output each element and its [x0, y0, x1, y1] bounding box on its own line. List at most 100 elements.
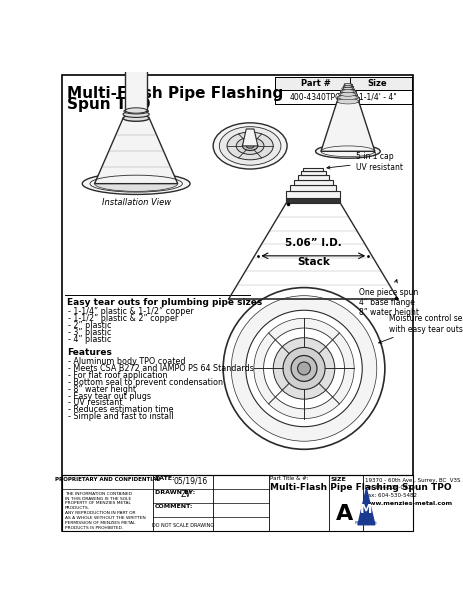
Text: 400-4340TPO: 400-4340TPO — [289, 93, 341, 102]
Text: Spun TPO: Spun TPO — [67, 97, 150, 112]
Text: 05/19/16: 05/19/16 — [173, 476, 207, 485]
Text: PROPRIETARY AND CONFIDENTIAL: PROPRIETARY AND CONFIDENTIAL — [55, 477, 160, 482]
Bar — [337, 97, 358, 101]
Bar — [341, 89, 353, 91]
Text: Easy tear outs for plumbing pipe sizes: Easy tear outs for plumbing pipe sizes — [67, 298, 262, 307]
Text: - Bottom seal to prevent condensation: - Bottom seal to prevent condensation — [68, 377, 223, 386]
Text: Installation View: Installation View — [101, 197, 170, 206]
Ellipse shape — [245, 310, 362, 427]
Text: 1-1/4' - 4": 1-1/4' - 4" — [358, 93, 395, 102]
Text: DO NOT SCALE DRAWING: DO NOT SCALE DRAWING — [152, 523, 214, 528]
Bar — [343, 86, 352, 89]
Ellipse shape — [231, 296, 376, 441]
Ellipse shape — [339, 92, 355, 96]
Text: 19370 - 60th Ave., Surrey, BC  V3S 3M2: 19370 - 60th Ave., Surrey, BC V3S 3M2 — [364, 478, 463, 483]
Text: SIZE: SIZE — [330, 477, 345, 482]
Bar — [337, 100, 358, 102]
Text: - Simple and fast to install: - Simple and fast to install — [68, 412, 174, 421]
Ellipse shape — [246, 143, 253, 148]
Text: Multi-Flash Pipe Flashing: Multi-Flash Pipe Flashing — [67, 86, 282, 101]
Ellipse shape — [125, 108, 147, 113]
Text: DRAWN BY:: DRAWN BY: — [154, 490, 194, 495]
Ellipse shape — [343, 88, 352, 90]
Text: One piece spun
4” base flange
8” water height: One piece spun 4” base flange 8” water h… — [359, 280, 419, 317]
Ellipse shape — [219, 127, 280, 165]
Ellipse shape — [124, 109, 148, 114]
Text: - Meets CSA B272 and IAMPO PS 64 Standards: - Meets CSA B272 and IAMPO PS 64 Standar… — [68, 364, 254, 373]
Text: Ph: 604-530-0712: Ph: 604-530-0712 — [364, 485, 413, 490]
Ellipse shape — [337, 95, 358, 100]
Text: Part Title & #:: Part Title & #: — [269, 476, 308, 481]
Ellipse shape — [263, 328, 344, 409]
Text: Moisture control seal
with easy tear outs: Moisture control seal with easy tear out… — [378, 314, 463, 343]
Bar — [294, 180, 332, 185]
Ellipse shape — [82, 173, 190, 194]
Bar — [274, 77, 411, 91]
Text: ZV: ZV — [181, 490, 191, 499]
Ellipse shape — [213, 123, 287, 169]
Bar — [286, 198, 339, 203]
Text: www.menzies-metal.com: www.menzies-metal.com — [364, 501, 452, 506]
Text: - UV resistant: - UV resistant — [68, 398, 123, 407]
Text: - For flat roof application: - For flat roof application — [68, 371, 168, 380]
Text: - 2” plastic: - 2” plastic — [68, 321, 112, 330]
Text: COMMENT:: COMMENT: — [154, 504, 193, 509]
Polygon shape — [320, 101, 374, 151]
Text: DATE:: DATE: — [154, 476, 175, 481]
Bar — [286, 191, 339, 198]
Text: Multi-Flash Pipe Flashing Spun TPO: Multi-Flash Pipe Flashing Spun TPO — [269, 483, 451, 492]
Text: Stack: Stack — [296, 257, 329, 268]
Ellipse shape — [338, 95, 357, 100]
Text: 5.06” I.D.: 5.06” I.D. — [284, 238, 341, 248]
Polygon shape — [357, 488, 374, 525]
Text: Features: Features — [67, 347, 112, 356]
Bar — [62, 475, 413, 531]
Ellipse shape — [226, 132, 273, 160]
Text: - Easy tear out plugs: - Easy tear out plugs — [68, 392, 151, 401]
Text: - 4” plastic: - 4” plastic — [68, 335, 112, 344]
Bar — [338, 94, 357, 97]
Ellipse shape — [341, 90, 353, 93]
Text: - 1-1/2” plastic & 2” copper: - 1-1/2” plastic & 2” copper — [68, 314, 178, 323]
Ellipse shape — [253, 319, 353, 419]
Ellipse shape — [338, 92, 357, 97]
Ellipse shape — [123, 115, 149, 121]
Ellipse shape — [282, 347, 325, 389]
Ellipse shape — [94, 176, 177, 191]
Bar — [300, 172, 325, 175]
Ellipse shape — [344, 85, 351, 87]
Bar — [344, 85, 351, 86]
Ellipse shape — [341, 87, 353, 90]
Text: Part #: Part # — [300, 79, 330, 88]
Ellipse shape — [223, 287, 384, 449]
Text: M: M — [359, 503, 372, 516]
Ellipse shape — [339, 89, 355, 93]
Ellipse shape — [236, 137, 263, 154]
Bar — [289, 185, 336, 191]
Ellipse shape — [315, 145, 380, 158]
Bar — [274, 77, 411, 104]
Text: - Reduces estimation time: - Reduces estimation time — [68, 406, 174, 415]
Polygon shape — [242, 129, 257, 146]
Ellipse shape — [337, 98, 358, 104]
Bar — [339, 91, 355, 94]
Ellipse shape — [125, 65, 147, 71]
Text: A: A — [335, 504, 352, 524]
Bar — [297, 175, 328, 180]
Bar — [303, 168, 323, 172]
Ellipse shape — [290, 356, 316, 382]
Ellipse shape — [297, 362, 310, 375]
Polygon shape — [94, 118, 177, 184]
Text: Fax: 604-530-5482: Fax: 604-530-5482 — [364, 493, 416, 498]
Text: - 8” water height: - 8” water height — [68, 385, 136, 394]
Text: Size: Size — [367, 79, 387, 88]
Bar — [125, 68, 147, 110]
Text: PRODUCTS: PRODUCTS — [354, 521, 377, 525]
Ellipse shape — [344, 83, 351, 85]
Ellipse shape — [343, 85, 352, 88]
Ellipse shape — [242, 141, 257, 151]
Text: 5 in 1 cap
UV resistant: 5 in 1 cap UV resistant — [326, 152, 402, 172]
Text: - 3” plastic: - 3” plastic — [68, 328, 112, 337]
Text: THE INFORMATION CONTAINED
IN THIS DRAWING IS THE SOLE
PROPERTY OF MENZIES METAL
: THE INFORMATION CONTAINED IN THIS DRAWIN… — [64, 491, 145, 530]
Ellipse shape — [273, 338, 334, 399]
